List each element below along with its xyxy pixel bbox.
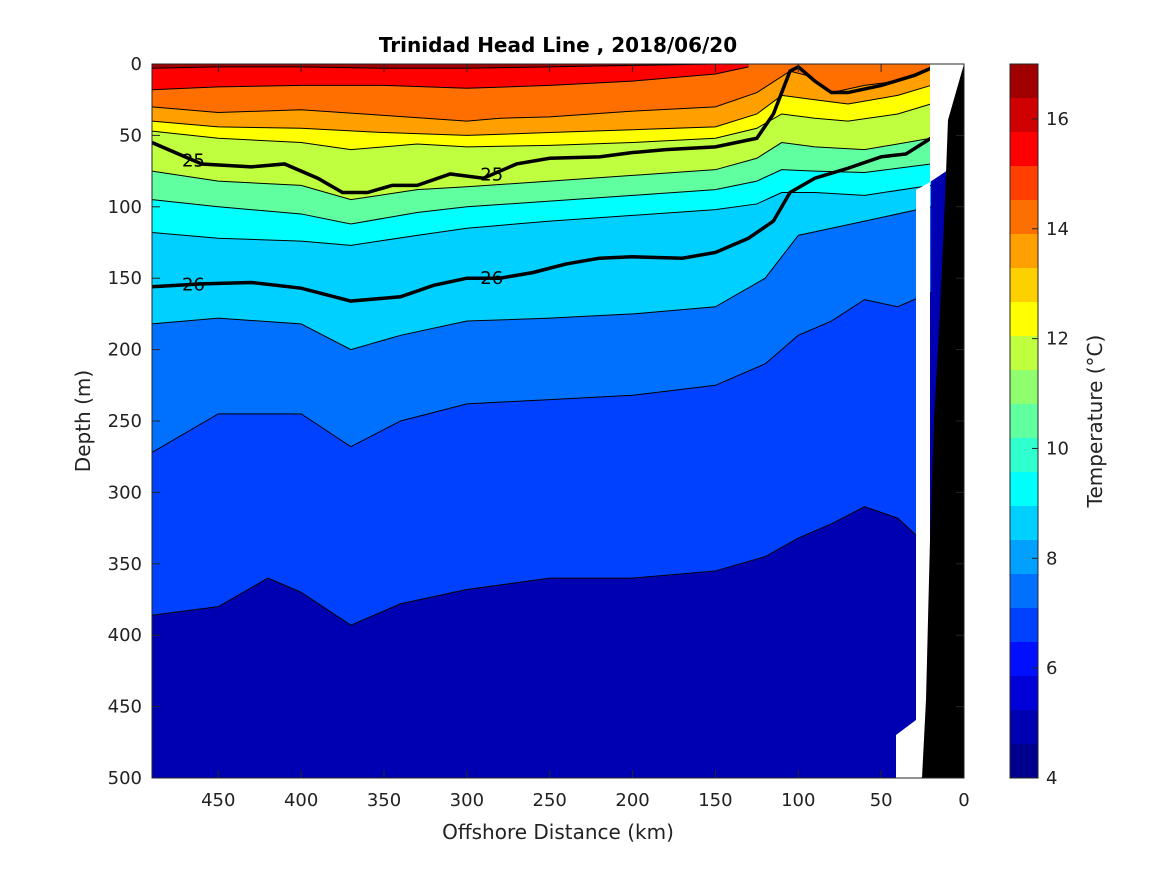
colorbar-tick-label: 10 (1046, 438, 1069, 459)
x-tick-label: 250 (533, 790, 567, 811)
y-tick-label: 400 (108, 625, 142, 646)
colorbar-tick-label: 14 (1046, 219, 1069, 240)
colorbar-label: Temperature (°C) (1083, 335, 1107, 509)
x-tick-label: 100 (781, 790, 815, 811)
y-tick-label: 450 (108, 697, 142, 718)
contour-labels: 25 25 26 26 (182, 150, 503, 295)
colorbar-body (1009, 63, 1039, 779)
y-tick-label: 250 (108, 411, 142, 432)
chart-title: Trinidad Head Line , 2018/06/20 (379, 33, 737, 57)
x-axis: 450 400 350 300 250 200 150 100 50 0 (201, 64, 970, 811)
isotherm-13 (152, 84, 932, 136)
x-tick-label: 450 (201, 790, 235, 811)
isotherm-15 (152, 66, 749, 91)
isotherm-11 (152, 137, 931, 201)
y-axis-label: Depth (m) (71, 370, 95, 472)
x-tick-label: 0 (958, 790, 969, 811)
isotherm-lines (152, 64, 932, 626)
isopycnal-label-25: 25 (480, 165, 503, 186)
isopycnal-26 (152, 136, 932, 303)
seafloor-bathymetry (922, 64, 964, 778)
isopycnal-label-26: 26 (480, 268, 503, 289)
isotherm-16 (152, 64, 716, 69)
y-tick-label: 0 (131, 54, 142, 75)
colorbar-tick-label: 12 (1046, 329, 1069, 350)
colorbar: 4 6 8 10 12 14 16 Temperature (°C) (1009, 63, 1107, 789)
x-axis-label: Offshore Distance (km) (442, 820, 674, 844)
y-tick-label: 200 (108, 340, 142, 361)
y-tick-label: 100 (108, 197, 142, 218)
isotherm-10 (152, 163, 931, 225)
y-tick-label: 150 (108, 268, 142, 289)
x-tick-label: 400 (284, 790, 318, 811)
isotherm-7 (152, 292, 932, 453)
colorbar-ticks: 4 6 8 10 12 14 16 (1032, 109, 1069, 789)
colorbar-tick-label: 6 (1046, 658, 1057, 679)
x-tick-label: 300 (450, 790, 484, 811)
y-tick-label: 500 (108, 768, 142, 789)
x-tick-label: 50 (870, 790, 893, 811)
x-tick-label: 350 (367, 790, 401, 811)
y-tick-label: 300 (108, 482, 142, 503)
colorbar-tick-label: 8 (1046, 548, 1057, 569)
isotherm-9 (152, 184, 931, 246)
x-tick-label: 150 (698, 790, 732, 811)
colorbar-tick-label: 4 (1046, 768, 1057, 789)
isotherm-6 (152, 506, 920, 626)
band-15 (152, 64, 964, 90)
isopycnal-label-25: 25 (182, 150, 205, 171)
x-tick-label: 200 (615, 790, 649, 811)
colorbar-tick-label: 16 (1046, 109, 1069, 130)
y-tick-label: 350 (108, 554, 142, 575)
isopycnal-lines (152, 64, 932, 303)
white-mask (896, 64, 964, 778)
isotherm-12 (152, 103, 932, 151)
plot-area: 25 25 26 26 (151, 63, 965, 779)
band-16 (152, 64, 964, 69)
isopycnal-25 (152, 64, 932, 195)
y-axis: 0 50 100 150 200 250 300 350 400 450 500 (108, 54, 964, 789)
y-tick-label: 50 (119, 125, 142, 146)
isotherm-14 (152, 67, 932, 122)
isopycnal-label-26: 26 (182, 274, 205, 295)
isotherm-8 (152, 206, 931, 351)
